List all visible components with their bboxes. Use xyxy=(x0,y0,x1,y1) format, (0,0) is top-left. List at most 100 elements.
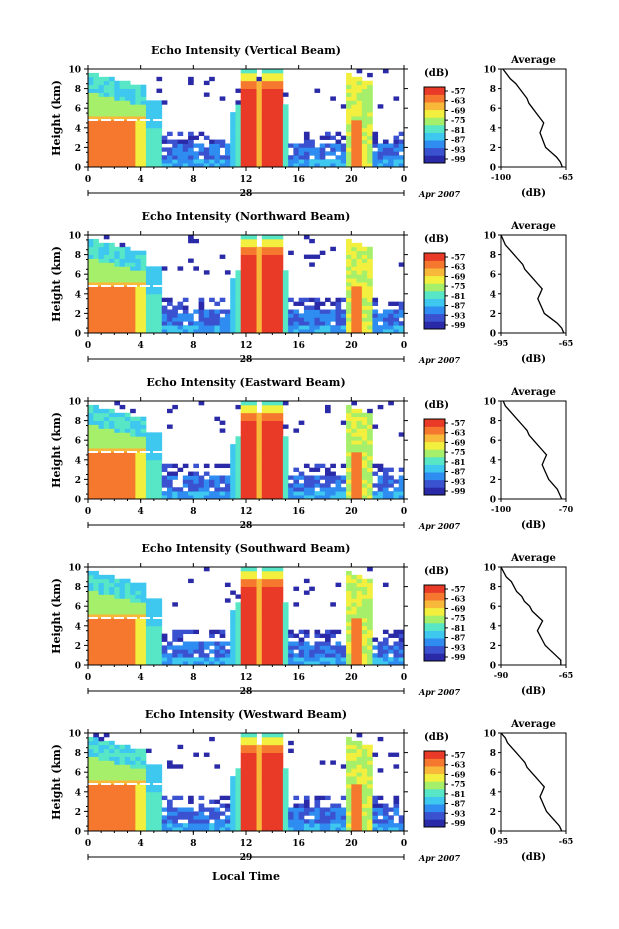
x-tick-label: 0 xyxy=(401,839,407,849)
heatmap-cell xyxy=(161,495,168,500)
heatmap-cell xyxy=(188,495,194,500)
heatmap-cell xyxy=(288,309,294,314)
heatmap-cell xyxy=(298,301,305,306)
heatmap-cell xyxy=(282,606,289,611)
heatmap-cell xyxy=(351,127,357,133)
heatmap-cell xyxy=(230,827,236,832)
heatmap-cell xyxy=(109,76,115,82)
heatmap-cell xyxy=(256,139,263,144)
heatmap-cell xyxy=(109,598,115,603)
heatmap-cell xyxy=(346,250,352,255)
heatmap-cell xyxy=(367,491,373,496)
heatmap-cell xyxy=(140,645,147,650)
heatmap-cell xyxy=(172,309,178,314)
heatmap-cell xyxy=(135,657,142,662)
heatmap-cell xyxy=(346,116,352,121)
heatmap-cell xyxy=(319,483,326,488)
heatmap-cell xyxy=(240,815,247,820)
heatmap-cell xyxy=(114,633,120,638)
heatmap-cell xyxy=(93,760,99,765)
heatmap-cell xyxy=(209,661,215,666)
heatmap-cell xyxy=(182,479,189,484)
heatmap-cell xyxy=(135,432,142,437)
heatmap-cell xyxy=(361,325,368,330)
heatmap-cell xyxy=(98,744,105,750)
heatmap-cell xyxy=(114,760,120,765)
heatmap-cell xyxy=(272,479,278,484)
heatmap-cell xyxy=(246,736,252,742)
heatmap-cell xyxy=(109,594,115,599)
heatmap-cell xyxy=(193,811,199,816)
heatmap-cell xyxy=(93,475,99,480)
heatmap-cell xyxy=(109,258,115,263)
heatmap-cell xyxy=(109,467,115,472)
heatmap-cell xyxy=(398,815,405,820)
heatmap-cell xyxy=(151,483,157,488)
heatmap-cell xyxy=(356,258,363,263)
heatmap-cell xyxy=(398,309,405,314)
heatmap-cell xyxy=(319,487,326,492)
heatmap-cell xyxy=(272,617,278,623)
day-label: 28 xyxy=(240,355,253,365)
heatmap-cell xyxy=(135,116,142,121)
heatmap-cell xyxy=(172,795,178,801)
heatmap-cell xyxy=(209,657,215,662)
heatmap-cell xyxy=(193,491,199,496)
heatmap-cell xyxy=(272,598,278,603)
heatmap-cell xyxy=(351,254,357,259)
heatmap-cell xyxy=(124,258,131,263)
heatmap-cell xyxy=(240,602,247,607)
colorbar-segment xyxy=(424,147,445,156)
heatmap-cell xyxy=(230,297,236,303)
heatmap-cell xyxy=(251,578,257,584)
heatmap-cell xyxy=(361,783,368,789)
heatmap-cell xyxy=(372,495,379,500)
heatmap-cell xyxy=(319,317,326,322)
heatmap-cell xyxy=(398,487,405,492)
heatmap-cell xyxy=(114,645,120,650)
heatmap-cell xyxy=(203,471,210,476)
heatmap-cell xyxy=(367,823,373,828)
heatmap-cell xyxy=(367,495,373,500)
heatmap-cell xyxy=(119,289,126,295)
heatmap-cell xyxy=(235,610,242,615)
heatmap-cell xyxy=(135,807,142,812)
heatmap-cell xyxy=(219,325,226,330)
heatmap-cell xyxy=(98,594,105,599)
heatmap-cell xyxy=(130,159,136,164)
heatmap-cell xyxy=(114,321,120,326)
heatmap-cell xyxy=(288,155,294,160)
heatmap-cell xyxy=(130,416,136,421)
heatmap-cell xyxy=(224,475,231,480)
heatmap-cell xyxy=(277,448,284,453)
heatmap-cell xyxy=(335,139,342,144)
heatmap-cell xyxy=(151,289,157,295)
heatmap-cell xyxy=(119,606,126,611)
heatmap-cell xyxy=(251,567,257,572)
heatmap-cell xyxy=(246,448,252,453)
heatmap-cell xyxy=(267,649,273,654)
heatmap-cell xyxy=(272,301,278,306)
heatmap-cell xyxy=(103,92,110,97)
heatmap-cell xyxy=(130,479,136,484)
heatmap-cell xyxy=(351,424,357,429)
heatmap-cell xyxy=(103,744,110,750)
heatmap-cell xyxy=(267,661,273,666)
heatmap-cell xyxy=(88,772,94,777)
heatmap-cell xyxy=(361,80,368,86)
heatmap-cell xyxy=(346,594,352,599)
heatmap-cell xyxy=(246,649,252,654)
heatmap-cell xyxy=(319,147,326,152)
heatmap-cell xyxy=(130,625,136,631)
heatmap-cell xyxy=(367,151,373,156)
heatmap-cell xyxy=(367,787,373,793)
heatmap-cell xyxy=(145,159,152,164)
heatmap-cell xyxy=(230,633,236,638)
heatmap-cell xyxy=(346,827,352,832)
heatmap-cell xyxy=(261,736,268,742)
heatmap-cell xyxy=(346,649,352,654)
heatmap-cell xyxy=(282,123,289,129)
heatmap-cell xyxy=(346,274,352,279)
heatmap-cell xyxy=(114,88,120,93)
heatmap-cell xyxy=(98,783,105,789)
